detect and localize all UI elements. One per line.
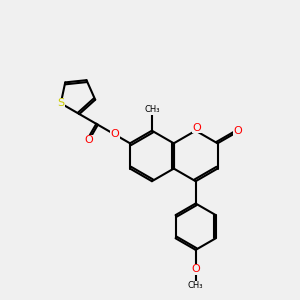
Text: O: O — [111, 129, 119, 140]
Text: CH₃: CH₃ — [188, 281, 203, 290]
Text: O: O — [191, 264, 200, 274]
Text: O: O — [234, 126, 242, 136]
Text: O: O — [85, 135, 93, 145]
Text: O: O — [193, 123, 202, 133]
Text: S: S — [57, 98, 64, 108]
Text: CH₃: CH₃ — [144, 105, 160, 114]
